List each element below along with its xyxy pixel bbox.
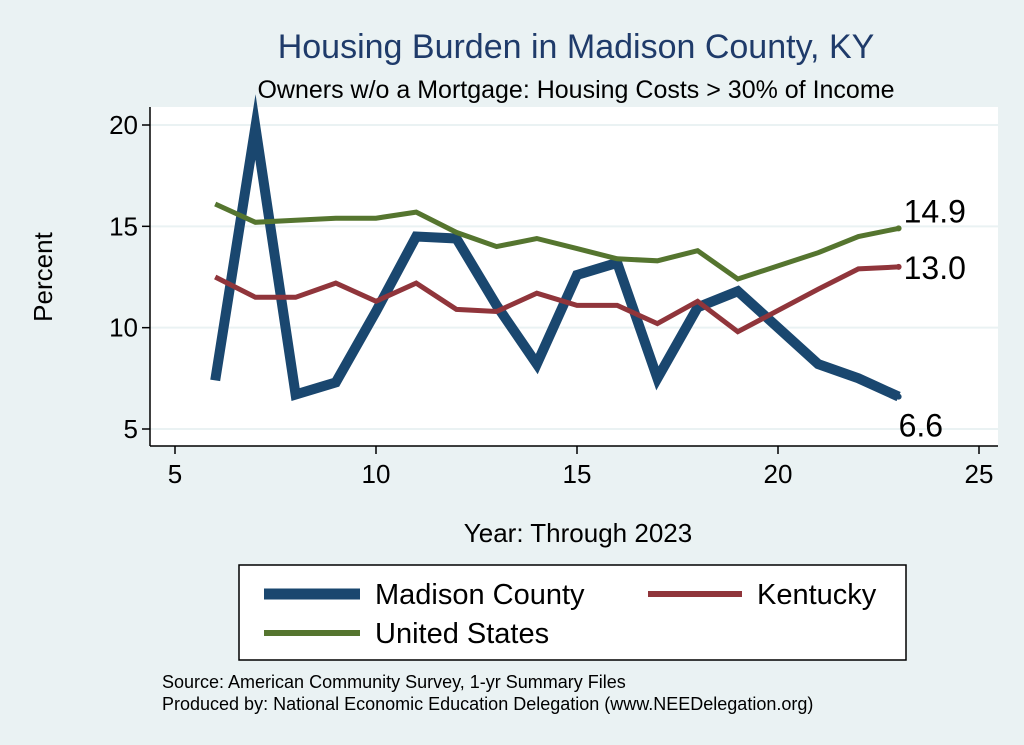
legend-label-madison-county: Madison County	[375, 579, 585, 611]
y-tick-label: 5	[124, 414, 138, 444]
legend-label-kentucky: Kentucky	[757, 579, 877, 611]
end-label-madison-county: 6.6	[899, 408, 943, 444]
y-tick-label: 20	[109, 110, 138, 140]
x-tick-label: 25	[965, 459, 994, 489]
source-line-2: Produced by: National Economic Education…	[162, 694, 813, 714]
end-marker-united-states	[895, 225, 902, 232]
x-axis: 5 10 15 20 25	[150, 445, 998, 489]
legend: Madison County Kentucky United States	[238, 564, 907, 661]
chart-title: Housing Burden in Madison County, KY	[278, 28, 875, 66]
y-tick-label: 15	[109, 211, 138, 241]
series-line-united-states	[214, 201, 900, 282]
chart-subtitle: Owners w/o a Mortgage: Housing Costs > 3…	[257, 76, 894, 104]
x-tick-label: 15	[563, 459, 592, 489]
y-tick-label: 10	[109, 313, 138, 343]
series-lines	[210, 94, 901, 402]
end-label-kentucky: 13.0	[904, 250, 966, 286]
x-tick-label: 5	[168, 459, 182, 489]
x-tick-label: 20	[764, 459, 793, 489]
gridlines	[150, 124, 998, 430]
x-axis-label: Year: Through 2023	[464, 518, 692, 548]
end-labels: 6.6 13.0 14.9	[895, 193, 966, 444]
legend-label-united-states: United States	[375, 618, 549, 650]
series-line-kentucky	[214, 264, 899, 335]
y-axis-label: Percent	[28, 231, 58, 321]
end-marker-kentucky	[895, 263, 902, 270]
legend-box	[238, 564, 907, 661]
source-line-1: Source: American Community Survey, 1-yr …	[162, 672, 626, 692]
end-marker-madison-county	[895, 393, 902, 400]
y-axis: 5 10 15 20	[109, 107, 151, 446]
end-label-united-states: 14.9	[904, 193, 966, 229]
x-tick-label: 10	[362, 459, 391, 489]
